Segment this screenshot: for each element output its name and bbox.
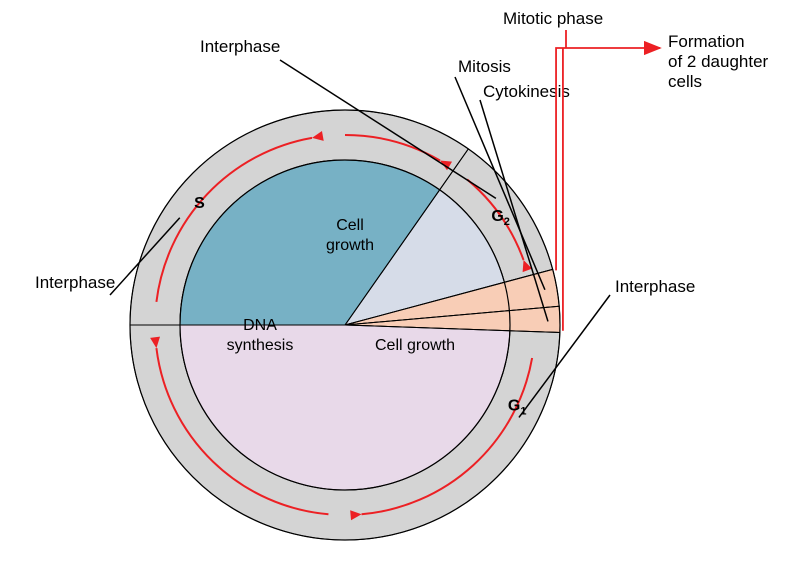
label-cell-growth-g2-1: Cell (336, 217, 364, 234)
text-formation-3: cells (668, 72, 702, 91)
text-mitotic-phase: Mitotic phase (503, 9, 603, 28)
text-formation-2: of 2 daughter (668, 52, 769, 71)
text-interphase-left: Interphase (35, 273, 115, 292)
text-interphase-right: Interphase (615, 277, 695, 296)
label-cell-growth-g1: Cell growth (375, 337, 455, 354)
label-cell-growth-g2-2: growth (326, 237, 374, 254)
text-formation-1: Formation (668, 32, 745, 51)
label-s: S (194, 195, 205, 212)
text-interphase-top: Interphase (200, 37, 280, 56)
label-dna-2: synthesis (227, 337, 294, 354)
label-dna-1: DNA (243, 317, 277, 334)
cell-cycle-diagram: G2G1SCellgrowthCell growthDNAsynthesisIn… (0, 0, 800, 561)
text-mitosis: Mitosis (458, 57, 511, 76)
